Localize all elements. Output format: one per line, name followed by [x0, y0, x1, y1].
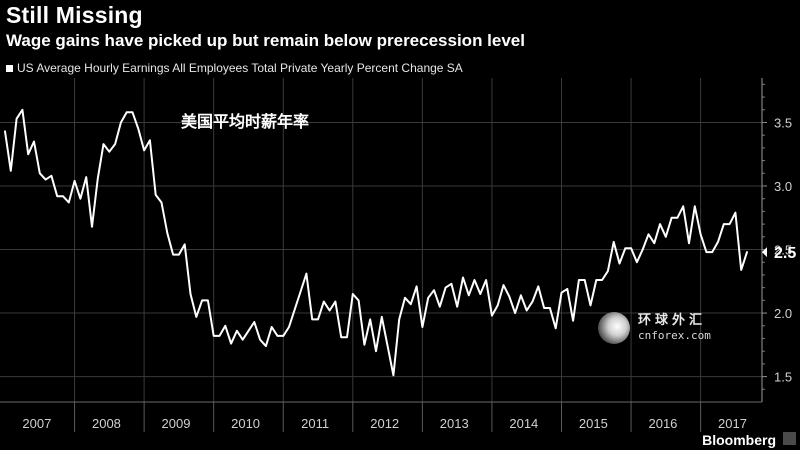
- x-tick-label: 2009: [162, 416, 191, 431]
- chart-title: Still Missing: [6, 2, 143, 28]
- watermark: 环球外汇 cnforex.com: [598, 312, 711, 344]
- y-tick-label: 3.0: [774, 179, 792, 194]
- last-value-label: 2.5: [774, 245, 796, 262]
- x-tick-label: 2008: [92, 416, 121, 431]
- watermark-logo-icon: [598, 312, 630, 344]
- y-gridlines: [0, 121, 762, 378]
- x-tick-label: 2007: [22, 416, 51, 431]
- x-tick-label: 2010: [231, 416, 260, 431]
- watermark-chinese: 环球外汇: [638, 313, 707, 328]
- x-tick-label: 2015: [579, 416, 608, 431]
- legend-label: US Average Hourly Earnings All Employees…: [17, 61, 463, 75]
- y-tick-label: 3.5: [774, 115, 792, 130]
- series-line: [4, 108, 748, 377]
- x-gridlines: [74, 78, 702, 402]
- legend: US Average Hourly Earnings All Employees…: [6, 61, 463, 75]
- brand-icon: [783, 432, 796, 445]
- x-tick-label: 2011: [301, 416, 329, 431]
- chart-subtitle: Wage gains have picked up but remain bel…: [6, 31, 525, 50]
- series-group: [4, 108, 748, 377]
- brand-logo: Bloomberg: [702, 432, 776, 448]
- legend-swatch: [6, 64, 13, 72]
- y-tick-label: 2.0: [774, 306, 792, 321]
- chart-annotation: 美国平均时薪年率: [181, 114, 310, 131]
- x-tick-labels: 2007 2008 2009 2010 2011 2012 2013 2014 2015 2016…: [22, 416, 747, 431]
- axes: [0, 78, 767, 432]
- x-tick-label: 2013: [440, 416, 469, 431]
- last-value-marker: [762, 247, 767, 258]
- x-tick-label: 2012: [370, 416, 399, 431]
- y-tick-labels: 1.52.02.53.03.52.5: [762, 115, 796, 385]
- x-tick-label: 2017: [718, 416, 747, 431]
- x-tick-label: 2014: [509, 416, 538, 431]
- watermark-url: cnforex.com: [638, 329, 711, 342]
- y-tick-label: 2.5: [774, 243, 792, 258]
- y-tick-label: 1.5: [774, 370, 792, 385]
- watermark-text: 环球外汇 cnforex.com: [638, 313, 711, 343]
- x-tick-label: 2016: [648, 416, 677, 431]
